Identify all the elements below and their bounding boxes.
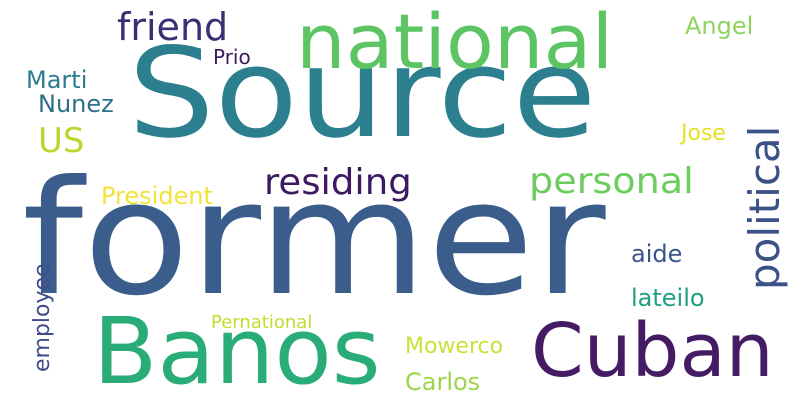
word-political: political — [740, 125, 789, 290]
word-marti: Marti — [26, 66, 88, 94]
word-nunez: Nunez — [38, 90, 114, 118]
word-friend: friend — [117, 5, 229, 49]
word-cuban: Cuban — [531, 308, 774, 394]
word-angel: Angel — [685, 12, 754, 40]
word-mowerco: Mowerco — [405, 334, 504, 359]
word-aide: aide — [631, 240, 683, 268]
word-former: former — [22, 147, 606, 331]
word-residing: residing — [264, 162, 412, 203]
word-lateilo: lateilo — [631, 284, 705, 312]
word-personal: personal — [529, 161, 694, 202]
word-president: President — [101, 182, 213, 210]
word-banos: Banos — [93, 298, 381, 405]
word-carlos: Carlos — [405, 368, 481, 396]
word-employee: employee — [30, 263, 55, 372]
word-pernational: Pernational — [211, 312, 313, 333]
word-jose: Jose — [681, 121, 726, 146]
word-source: Source — [128, 22, 597, 166]
word-national: national — [296, 0, 614, 86]
word-prio: Prio — [213, 45, 251, 69]
word-us: US — [38, 121, 85, 161]
